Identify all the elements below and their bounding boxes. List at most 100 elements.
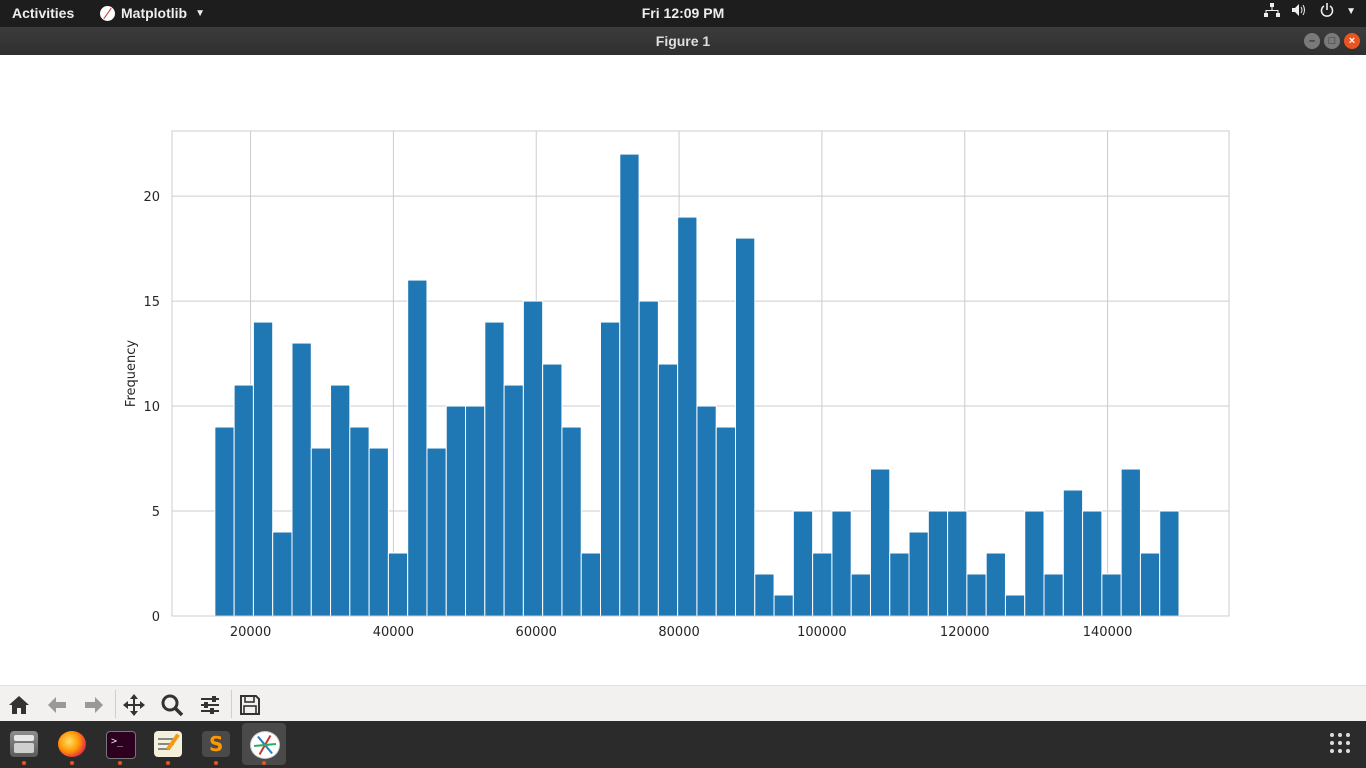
histogram-bar — [542, 363, 563, 617]
histogram-bar — [1004, 594, 1026, 617]
forward-icon[interactable] — [81, 692, 107, 718]
histogram-bar — [812, 552, 833, 617]
power-icon[interactable] — [1320, 3, 1334, 20]
histogram-bar — [715, 426, 736, 617]
histogram-bar — [850, 573, 871, 617]
histogram-bar — [387, 552, 409, 617]
x-tick-label: 80000 — [658, 625, 699, 640]
zoom-icon[interactable] — [159, 692, 185, 718]
histogram-bar — [754, 573, 775, 617]
app-menu-label: Matplotlib — [121, 5, 188, 21]
x-tick-label: 40000 — [373, 625, 414, 640]
toolbar-separator — [231, 690, 232, 718]
dock: >_ S — [0, 721, 1366, 768]
histogram-bar — [1062, 489, 1084, 617]
histogram-bar — [1082, 510, 1103, 617]
histogram-bar — [522, 300, 544, 617]
x-tick-label: 140000 — [1083, 625, 1133, 640]
matplotlib-app[interactable] — [242, 723, 286, 765]
histogram-bar — [1024, 510, 1045, 617]
histogram-bar — [349, 426, 370, 617]
matplotlib-app-icon — [100, 5, 115, 21]
toolbar-separator — [115, 690, 116, 718]
histogram-bar — [927, 510, 949, 617]
sublime-text-app[interactable]: S — [194, 723, 238, 765]
terminal-app[interactable]: >_ — [98, 723, 142, 765]
running-indicator — [262, 761, 266, 765]
caret-down-icon: ▼ — [195, 7, 206, 19]
histogram-bar — [947, 510, 968, 617]
firefox-app[interactable] — [50, 723, 94, 765]
histogram-bar — [638, 300, 659, 617]
histogram-bar — [1159, 510, 1180, 617]
show-applications-icon[interactable] — [1330, 733, 1354, 757]
y-tick-label: 0 — [152, 610, 160, 625]
pan-icon[interactable] — [121, 692, 147, 718]
histogram-bar — [985, 552, 1006, 617]
close-button[interactable]: × — [1344, 33, 1360, 49]
save-icon[interactable] — [237, 692, 263, 718]
text-editor-app[interactable] — [146, 723, 190, 765]
histogram-bar — [831, 510, 852, 617]
histogram-bar — [889, 552, 910, 617]
histogram-bar — [619, 153, 640, 617]
window-title: Figure 1 — [655, 33, 711, 49]
running-indicator — [70, 761, 74, 765]
clock[interactable]: Fri 12:09 PM — [641, 5, 725, 21]
histogram-bar — [600, 321, 621, 617]
app-menu[interactable]: Matplotlib ▼ — [100, 5, 205, 21]
histogram-bar — [233, 384, 254, 617]
histogram-chart: 20000 40000 60000 80000 100000 120000 140000 0 5… — [124, 130, 1230, 640]
volume-icon[interactable] — [1292, 3, 1308, 20]
files-app[interactable] — [2, 723, 46, 765]
histogram-bar — [1101, 573, 1122, 617]
maximize-button[interactable]: □ — [1324, 33, 1340, 49]
system-tray[interactable]: ▼ — [1264, 3, 1356, 20]
firefox-icon — [58, 731, 86, 757]
histogram-bar — [465, 405, 486, 617]
back-icon[interactable] — [44, 692, 70, 718]
minimize-button[interactable]: – — [1304, 33, 1320, 49]
x-tick-label: 60000 — [516, 625, 557, 640]
y-tick-label: 20 — [143, 190, 160, 205]
files-icon — [10, 731, 38, 757]
network-icon[interactable] — [1264, 3, 1281, 20]
navigation-toolbar — [0, 685, 1366, 722]
running-indicator — [214, 761, 218, 765]
home-icon[interactable] — [6, 692, 32, 718]
x-tick-label: 100000 — [797, 625, 847, 640]
histogram-bar — [426, 447, 447, 617]
x-tick-label: 20000 — [230, 625, 271, 640]
histogram-bar — [503, 384, 524, 617]
histogram-bar — [214, 426, 235, 617]
histogram-bar — [966, 573, 987, 617]
histogram-bar — [792, 510, 814, 617]
histogram-bar — [1043, 573, 1064, 617]
window-titlebar[interactable]: Figure 1 – □ × — [0, 27, 1366, 55]
top-bar: Activities Matplotlib ▼ Fri 12:09 PM ▼ — [0, 0, 1366, 27]
histogram-bar — [657, 363, 679, 617]
histogram-bar — [1120, 468, 1141, 617]
activities-button[interactable]: Activities — [12, 5, 75, 21]
caret-down-icon[interactable]: ▼ — [1346, 6, 1356, 17]
axes-frame — [171, 130, 1230, 617]
sublime-text-icon: S — [202, 731, 230, 757]
figure-canvas[interactable]: 20000 40000 60000 80000 100000 120000 140000 0 5… — [0, 55, 1366, 685]
running-indicator — [166, 761, 170, 765]
histogram-bar — [561, 426, 582, 617]
histogram-bar — [330, 384, 351, 617]
running-indicator — [22, 761, 26, 765]
histogram-bar — [310, 447, 332, 617]
histogram-bar — [696, 405, 717, 617]
histogram-bar — [908, 531, 929, 617]
histogram-bar — [445, 405, 467, 617]
histogram-bar — [252, 321, 274, 617]
x-tick-label: 120000 — [940, 625, 990, 640]
histogram-bar — [272, 531, 293, 617]
histogram-bar — [484, 321, 505, 617]
configure-subplots-icon[interactable] — [197, 692, 223, 718]
histogram-bar — [291, 342, 312, 617]
y-tick-label: 5 — [152, 505, 160, 520]
y-tick-label: 10 — [143, 400, 160, 415]
histogram-bar — [869, 468, 891, 617]
